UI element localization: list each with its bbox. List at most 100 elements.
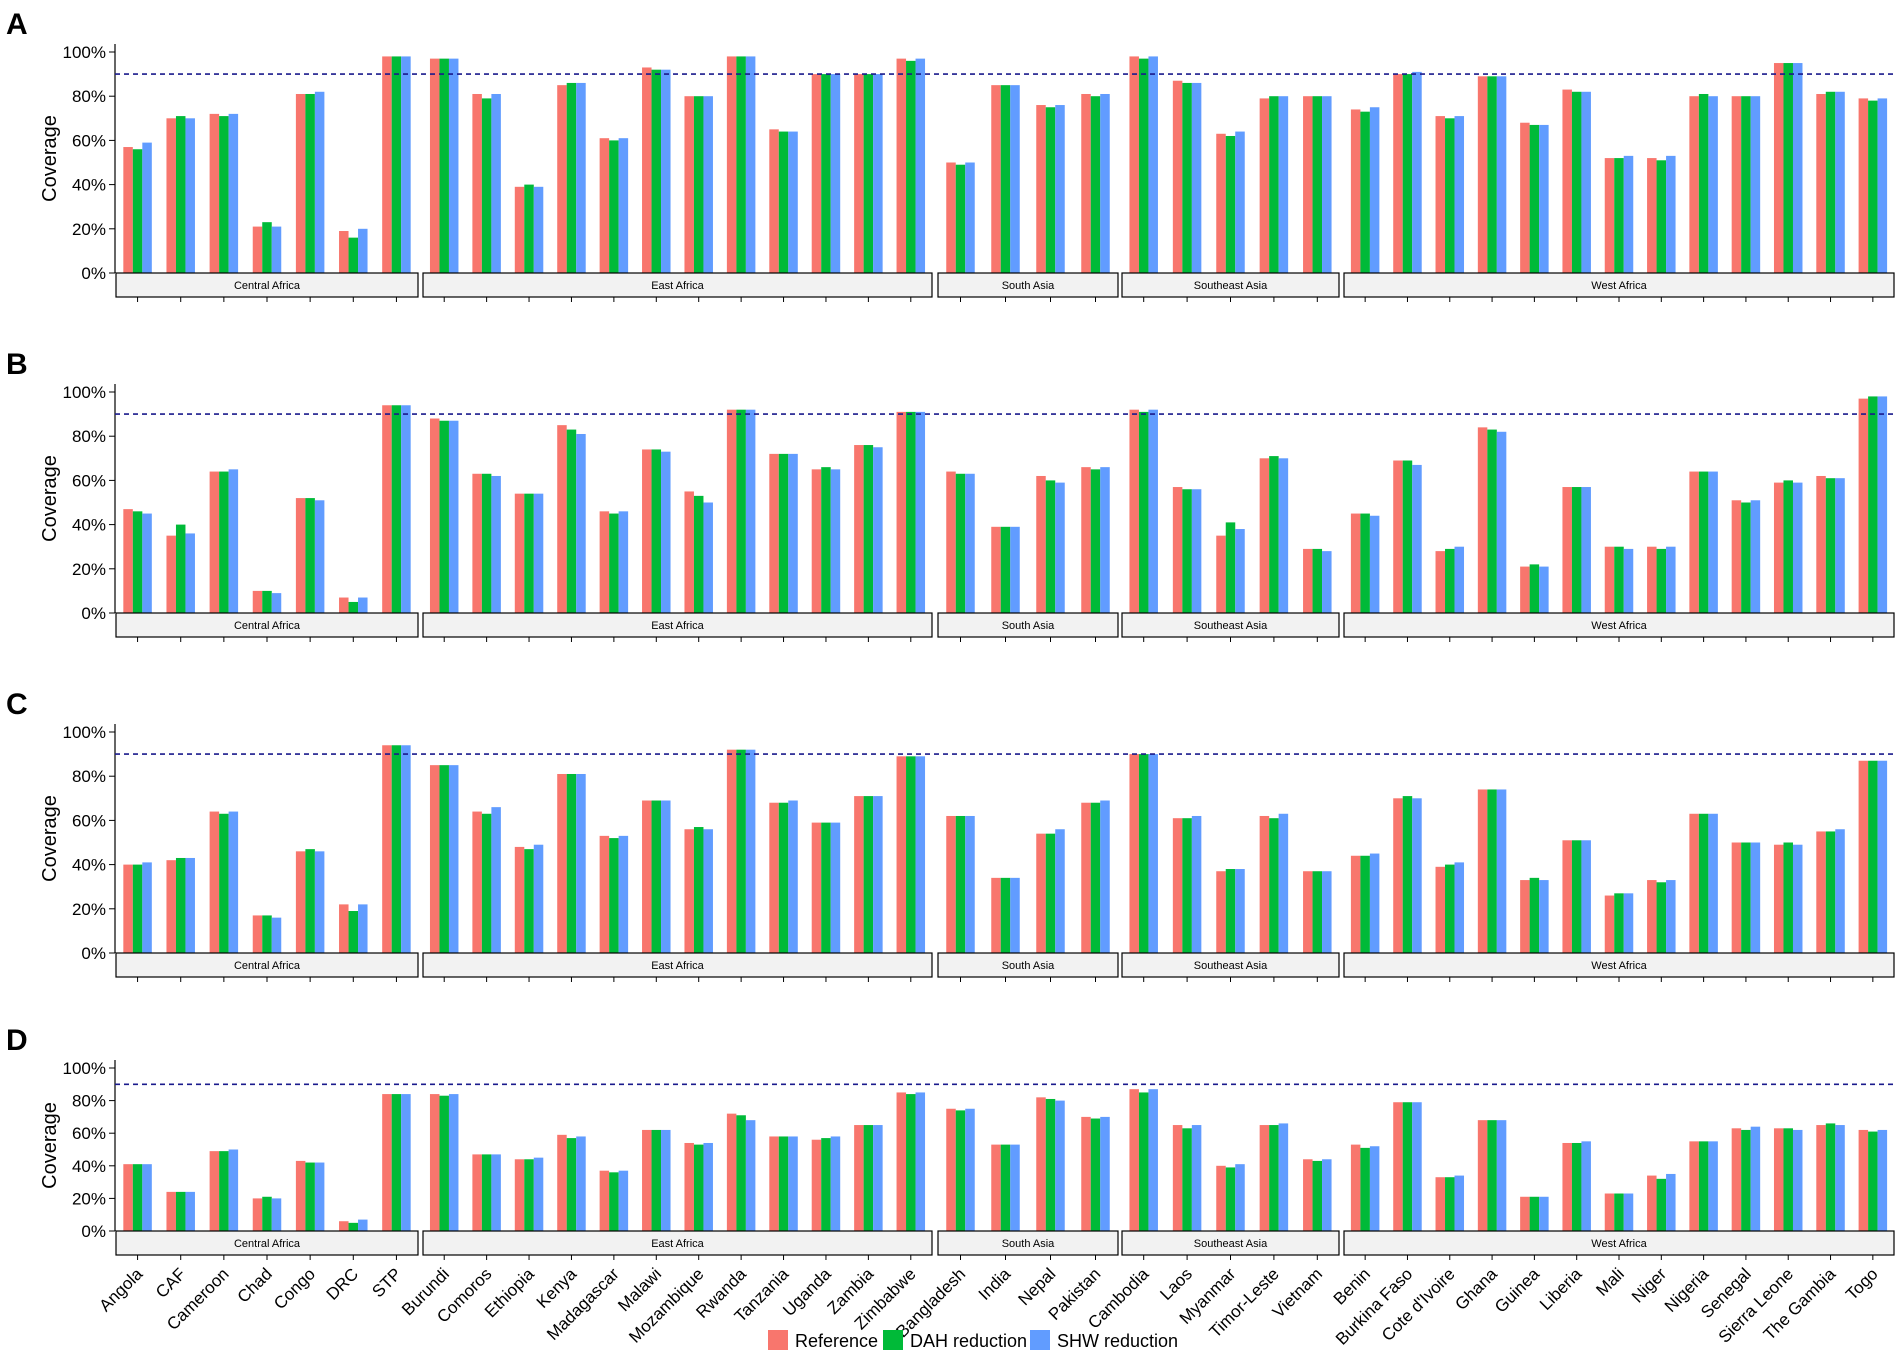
bar-d-reference	[1816, 1125, 1826, 1231]
bar-a-shw-reduction	[228, 113, 239, 273]
bar-d-shw-reduction	[1412, 1102, 1422, 1231]
bar-a-dah-reduction	[1698, 93, 1709, 274]
bar-b-reference	[642, 449, 652, 613]
bar-d-reference	[1689, 1141, 1699, 1231]
region-label-central-africa: Central Africa	[234, 620, 301, 632]
bar-d-dah-reduction	[1000, 1144, 1011, 1231]
bar-b-shw-reduction	[1666, 546, 1676, 613]
bar-c-dah-reduction	[1090, 802, 1101, 953]
bar-a-dah-reduction	[524, 184, 534, 273]
bar-b-shw-reduction	[271, 593, 282, 613]
bar-a-dah-reduction	[1741, 96, 1751, 273]
bar-b-reference	[557, 425, 567, 613]
bar-d-reference	[599, 1170, 610, 1231]
bar-a-shw-reduction	[745, 56, 756, 273]
bar-d-shw-reduction	[491, 1154, 501, 1231]
bar-a-dah-reduction	[1138, 58, 1149, 273]
bar-a-shw-reduction	[185, 118, 195, 273]
bar-c-shw-reduction	[448, 765, 459, 953]
bar-c-reference	[1477, 789, 1488, 953]
bar-c-shw-reduction	[1191, 815, 1202, 953]
y-tick-label: 20%	[72, 900, 106, 919]
bar-d-dah-reduction	[906, 1094, 916, 1231]
bar-d-reference	[1731, 1128, 1742, 1231]
bar-c-reference	[1259, 815, 1270, 953]
bar-c-reference	[472, 811, 482, 953]
bar-d-reference	[991, 1144, 1001, 1231]
bar-d-reference	[429, 1094, 440, 1231]
bar-d-shw-reduction	[745, 1120, 756, 1231]
bar-c-dah-reduction	[1138, 754, 1149, 953]
bar-a-reference	[1647, 158, 1657, 273]
bar-c-reference	[1858, 760, 1869, 953]
bar-a-shw-reduction	[1708, 96, 1718, 273]
bar-c-dah-reduction	[1698, 813, 1709, 953]
bar-c-shw-reduction	[576, 773, 586, 953]
x-tick-label-caf: CAF	[152, 1264, 189, 1301]
bar-c-dah-reduction	[481, 813, 492, 953]
bar-b-reference	[1604, 546, 1615, 613]
region-label-west-africa: West Africa	[1591, 1238, 1647, 1250]
bar-b-dah-reduction	[778, 453, 789, 613]
bar-a-reference	[1036, 105, 1046, 273]
bar-d-reference	[382, 1094, 392, 1231]
region-strip-c	[1343, 952, 1895, 978]
bar-d-reference	[684, 1142, 694, 1231]
x-tick-label-angola: Angola	[96, 1264, 147, 1315]
legend-swatch-shw-reduction	[1030, 1330, 1050, 1350]
y-axis-label-b: Coverage	[39, 455, 61, 542]
bar-c-reference	[514, 846, 525, 953]
bar-b-reference	[991, 526, 1001, 613]
bar-c-dah-reduction	[1402, 796, 1413, 953]
bar-d-dah-reduction	[651, 1129, 662, 1231]
bar-b-shw-reduction	[830, 469, 841, 613]
bar-a-reference	[1172, 80, 1183, 273]
bar-c-reference	[1081, 802, 1091, 953]
bar-b-reference	[339, 597, 349, 613]
bar-c-shw-reduction	[491, 807, 501, 953]
bar-c-reference	[557, 773, 567, 953]
bar-d-shw-reduction	[1454, 1175, 1465, 1231]
bar-c-dah-reduction	[736, 749, 746, 953]
region-label-south-asia: South Asia	[1002, 280, 1055, 292]
bar-c-reference	[896, 756, 907, 953]
bar-a-shw-reduction	[1322, 96, 1332, 273]
y-tick-label: 40%	[72, 176, 106, 195]
bar-d-shw-reduction	[142, 1164, 152, 1231]
bar-d-shw-reduction	[314, 1162, 325, 1231]
bar-d-dah-reduction	[262, 1196, 272, 1231]
bar-d-reference	[123, 1164, 133, 1231]
legend-label-shw-reduction: SHW reduction	[1057, 1331, 1178, 1351]
bar-d-shw-reduction	[1322, 1159, 1332, 1231]
bar-c-shw-reduction	[1750, 842, 1761, 953]
bar-a-dah-reduction	[1045, 107, 1056, 273]
bar-d-shw-reduction	[401, 1094, 411, 1231]
bar-c-shw-reduction	[1278, 813, 1289, 953]
bar-c-dah-reduction	[906, 756, 916, 953]
bar-b-dah-reduction	[1614, 546, 1624, 613]
bar-b-reference	[946, 471, 956, 613]
bar-d-dah-reduction	[1445, 1177, 1455, 1231]
bar-c-reference	[1731, 842, 1742, 953]
bar-a-reference	[811, 74, 822, 273]
bar-d-reference	[1350, 1144, 1361, 1231]
region-label-southeast-asia: Southeast Asia	[1194, 620, 1268, 632]
bar-a-dah-reduction	[1656, 160, 1667, 273]
bar-a-shw-reduction	[788, 131, 798, 273]
region-strip-b	[115, 612, 419, 638]
bar-a-dah-reduction	[1182, 82, 1192, 273]
bar-a-dah-reduction	[609, 140, 619, 273]
bar-b-dah-reduction	[1656, 548, 1667, 613]
bar-d-shw-reduction	[1835, 1125, 1845, 1231]
bar-c-reference	[769, 802, 779, 953]
bar-b-reference	[1731, 500, 1742, 613]
bar-d-dah-reduction	[736, 1115, 746, 1231]
bar-d-reference	[854, 1125, 864, 1231]
region-label-west-africa: West Africa	[1591, 960, 1647, 972]
region-strip-a	[937, 272, 1119, 298]
bar-a-reference	[339, 231, 349, 273]
bar-a-shw-reduction	[873, 74, 883, 273]
bar-b-dah-reduction	[219, 471, 229, 613]
bar-d-shw-reduction	[1666, 1173, 1676, 1231]
bar-c-shw-reduction	[1623, 893, 1634, 953]
